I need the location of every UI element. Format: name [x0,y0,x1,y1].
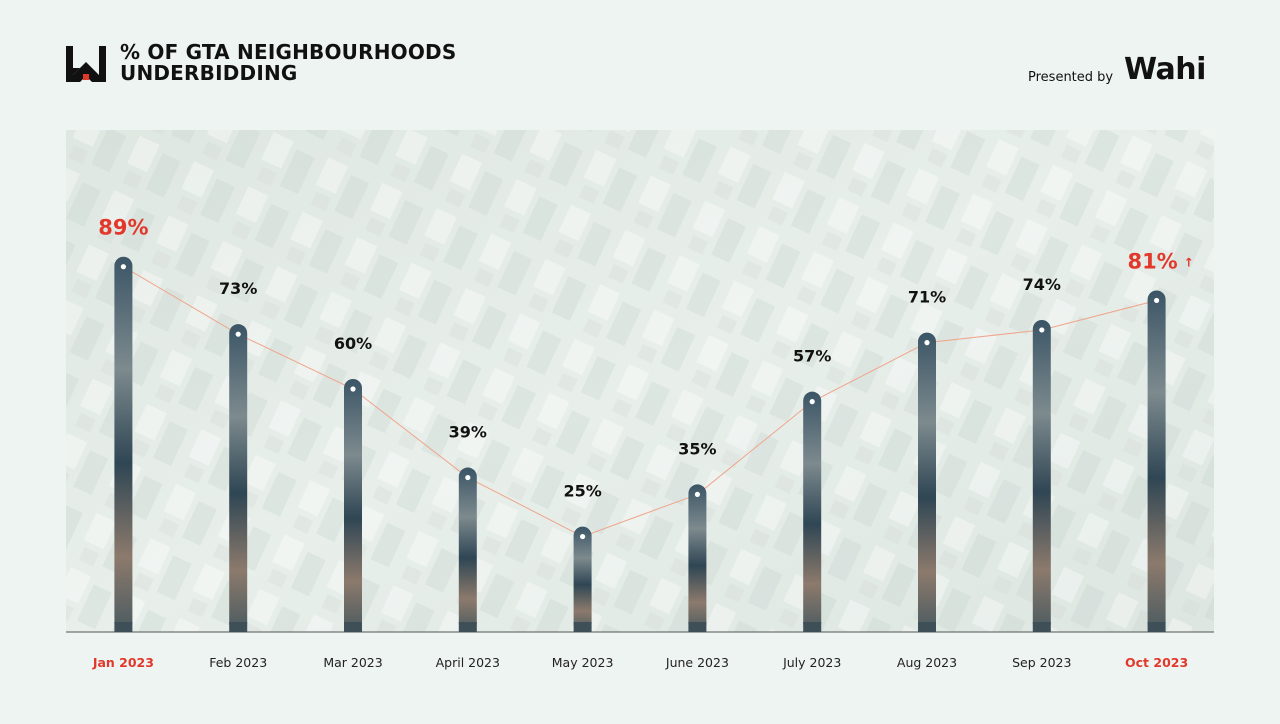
x-tick-label-0: Jan 2023 [92,655,154,670]
chart-background-texture [66,130,1214,632]
bar-point-8 [1039,327,1045,333]
title-line-2: UNDERBIDDING [120,61,298,85]
bar-point-2 [350,386,356,392]
bar-point-9 [1154,297,1160,304]
value-label-2: 60% [334,334,372,353]
bar-point-3 [465,474,471,481]
value-label-6: 57% [793,347,831,366]
x-tick-label-2: Mar 2023 [323,655,382,670]
value-label-4: 25% [563,482,601,501]
bar-9 [1147,290,1166,632]
bar-3 [458,467,477,632]
x-tick-label-3: April 2023 [436,655,500,670]
bar-base-3 [458,622,477,632]
bar-base-5 [688,622,707,632]
bar-base-4 [573,622,592,632]
bar-base-2 [344,622,362,632]
bar-point-5 [694,491,701,498]
bar-point-0 [120,264,126,270]
bar-base-6 [803,622,822,632]
x-tick-label-7: Aug 2023 [897,655,957,670]
page-title: % OF GTA NEIGHBOURHOODS UNDERBIDDING [120,42,456,84]
bar-base-1 [229,622,248,632]
x-tick-label-5: June 2023 [665,655,729,670]
brand-logo: Wahi [1124,52,1206,87]
bar-point-6 [809,399,815,405]
bar-6 [803,391,822,632]
bar-5 [688,484,707,632]
up-arrow-icon: ↑ [1184,255,1194,269]
value-label-8: 74% [1023,275,1061,294]
value-label-1: 73% [219,279,257,298]
bar-base-7 [918,622,936,632]
wahi-logo-icon [66,46,106,82]
x-tick-label-1: Feb 2023 [209,655,267,670]
bar-2 [344,378,362,632]
bar-1 [229,324,248,632]
x-tick-label-6: July 2023 [782,655,841,670]
bar-0 [114,256,133,632]
value-label-7: 71% [908,288,946,307]
bar-base-8 [1032,622,1051,632]
bar-point-7 [924,340,930,346]
x-tick-label-8: Sep 2023 [1012,655,1071,670]
bar-base-9 [1147,622,1166,632]
value-label-3: 39% [449,423,487,442]
bar-8 [1032,319,1051,632]
bar-7 [918,332,936,632]
value-label-5: 35% [678,439,716,458]
value-label-9: 81% [1127,249,1177,273]
x-tick-label-9: Oct 2023 [1125,655,1188,670]
bar-point-1 [235,331,241,337]
x-tick-label-4: May 2023 [552,655,614,670]
bar-point-4 [580,533,586,540]
trend-line [123,266,1157,538]
value-label-0: 89% [98,216,148,240]
title-line-1: % OF GTA NEIGHBOURHOODS [120,40,457,64]
bar-4 [573,526,592,632]
bar-base-0 [114,622,133,632]
presented-by-label: Presented by [1028,70,1114,85]
